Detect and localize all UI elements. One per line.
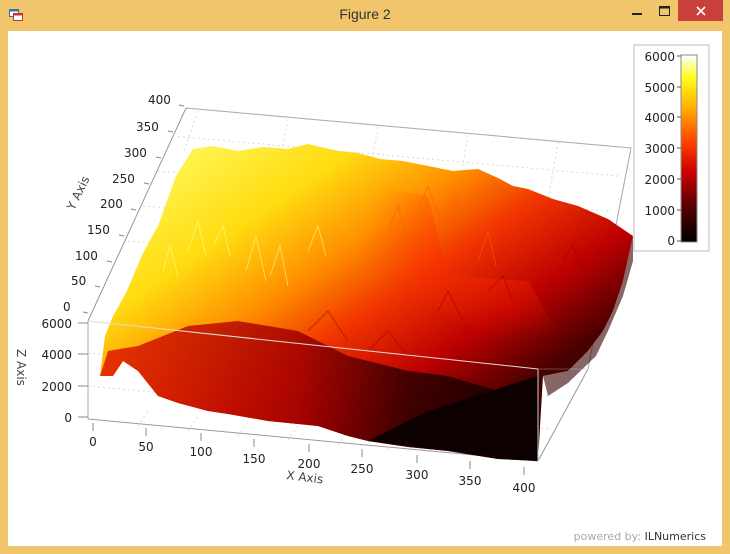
y-axis-title: Y Axis — [64, 174, 93, 213]
y-tick-label: 200 — [100, 197, 123, 211]
y-tick-label: 0 — [63, 300, 71, 314]
colorbar-tick-label: 1000 — [644, 204, 675, 218]
colorbar-tick-label: 3000 — [644, 142, 675, 156]
x-tick-label: 350 — [459, 474, 482, 488]
colorbar-tick-label: 0 — [667, 234, 675, 248]
minimize-button[interactable] — [624, 0, 650, 21]
brand-name: ILNumerics — [644, 530, 706, 543]
x-tick-label: 150 — [243, 452, 266, 466]
y-tick-label: 100 — [75, 249, 98, 263]
z-tick-label: 6000 — [41, 317, 72, 331]
z-tick-label: 4000 — [41, 348, 72, 362]
z-tick-label: 2000 — [41, 380, 72, 394]
x-axis-title: X Axis — [286, 468, 324, 486]
plot-canvas[interactable]: 400 350 300 250 200 150 100 50 0 Y Axis … — [8, 31, 722, 546]
window-title: Figure 2 — [339, 6, 391, 22]
x-tick-label: 50 — [138, 440, 153, 454]
x-tick-label: 0 — [89, 435, 97, 449]
minimize-icon — [632, 12, 642, 15]
y-tick-label: 150 — [87, 223, 110, 237]
x-axis-ticks: 0 50 100 150 200 250 300 350 400 — [89, 423, 535, 495]
y-tick-label: 350 — [136, 120, 159, 134]
front-box — [87, 320, 588, 461]
x-tick-label: 100 — [190, 445, 213, 459]
powered-by: powered by: ILNumerics — [574, 530, 706, 543]
close-button[interactable] — [678, 0, 723, 21]
y-tick-label: 400 — [148, 93, 171, 107]
y-tick-label: 250 — [112, 172, 135, 186]
z-axis-title: Z Axis — [14, 349, 28, 386]
z-tick-label: 0 — [64, 411, 72, 425]
y-tick-label: 300 — [124, 146, 147, 160]
y-tick-label: 50 — [71, 274, 86, 288]
colorbar-tick-label: 5000 — [644, 81, 675, 95]
x-tick-label: 300 — [406, 468, 429, 482]
title-bar[interactable]: Figure 2 — [0, 0, 730, 31]
colorbar-tick-label: 2000 — [644, 173, 675, 187]
app-window-icon — [9, 9, 23, 21]
close-icon — [695, 5, 706, 16]
z-axis-ticks: 6000 4000 2000 0 — [41, 317, 88, 425]
y-axis-ticks: 400 350 300 250 200 150 100 50 0 — [63, 93, 185, 314]
colorbar-tick-label: 6000 — [644, 50, 675, 64]
colorbar-gradient — [680, 54, 698, 243]
maximize-icon — [658, 5, 670, 16]
x-tick-label: 250 — [351, 462, 374, 476]
colorbar[interactable]: 6000 5000 4000 3000 2000 1000 0 — [633, 44, 710, 252]
maximize-button[interactable] — [651, 0, 677, 21]
x-tick-label: 200 — [298, 457, 321, 471]
surface-plot[interactable]: 400 350 300 250 200 150 100 50 0 Y Axis … — [8, 31, 722, 546]
x-tick-label: 400 — [513, 481, 536, 495]
surface — [100, 144, 633, 461]
colorbar-tick-label: 4000 — [644, 111, 675, 125]
powered-by-label: powered by: — [573, 530, 642, 543]
